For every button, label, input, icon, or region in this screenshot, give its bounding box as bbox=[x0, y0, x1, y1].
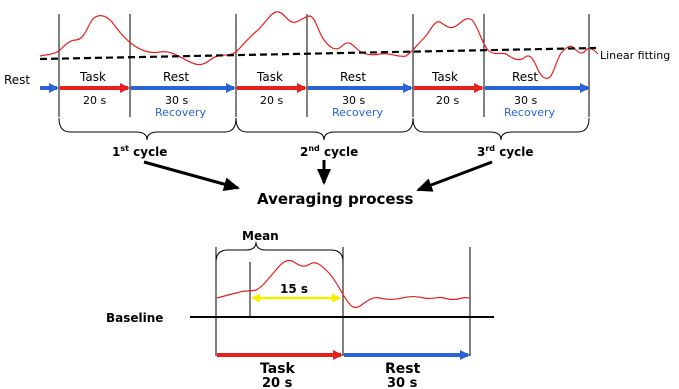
recovery-label: Recovery bbox=[504, 106, 555, 119]
linear-fit-line bbox=[39, 46, 597, 61]
cycle-1: Task 20 s Rest 30 s Recovery bbox=[60, 70, 236, 119]
rest-label: Rest bbox=[340, 70, 366, 84]
brace-1 bbox=[58, 117, 237, 141]
task-duration: 20 s bbox=[83, 94, 106, 107]
task-label: Task bbox=[79, 70, 106, 84]
bottom-rest-duration: 30 s bbox=[387, 376, 418, 389]
bottom-rest-label: Rest bbox=[385, 361, 421, 377]
averaged-signal-trace bbox=[216, 259, 471, 309]
bottom-task-label: Task bbox=[260, 361, 296, 377]
baseline-label: Baseline bbox=[106, 311, 163, 325]
linear-fitting-label: Linear fitting bbox=[600, 49, 670, 62]
rest-duration: 30 s bbox=[514, 94, 537, 107]
rest-label: Rest bbox=[512, 70, 538, 84]
arrow-from-cycle-1 bbox=[143, 160, 240, 192]
rest-duration: 30 s bbox=[342, 94, 365, 107]
mean-brace bbox=[215, 241, 344, 263]
recovery-label: Recovery bbox=[332, 106, 383, 119]
cycle-2-label: 2nd cycle bbox=[300, 144, 358, 159]
rest-label: Rest bbox=[163, 70, 189, 84]
cycle-3-label: 3rd cycle bbox=[477, 144, 534, 159]
task-label: Task bbox=[431, 70, 458, 84]
task-duration: 20 s bbox=[436, 94, 459, 107]
averaging-title: Averaging process bbox=[257, 190, 413, 208]
converging-arrows bbox=[143, 160, 493, 192]
top-signal-trace bbox=[39, 11, 599, 79]
cycle-dividers bbox=[58, 14, 590, 117]
cycle-2: Task 20 s Rest 30 s Recovery bbox=[237, 70, 413, 119]
window-label: 15 s bbox=[280, 282, 308, 296]
cycle-3: Task 20 s Rest 30 s Recovery bbox=[414, 70, 590, 119]
rest-duration: 30 s bbox=[165, 94, 188, 107]
arrow-from-cycle-3 bbox=[416, 160, 493, 192]
brace-2 bbox=[235, 117, 414, 141]
cycle-braces bbox=[58, 117, 590, 141]
recovery-label: Recovery bbox=[155, 106, 206, 119]
task-label: Task bbox=[256, 70, 283, 84]
task-duration: 20 s bbox=[260, 94, 283, 107]
bottom-dividers bbox=[215, 247, 471, 356]
cycle-1-label: 1st cycle bbox=[112, 144, 167, 159]
initial-rest-label: Rest bbox=[4, 73, 30, 87]
brace-3 bbox=[412, 117, 590, 141]
bottom-task-duration: 20 s bbox=[262, 376, 293, 389]
mean-label: Mean bbox=[242, 229, 279, 243]
